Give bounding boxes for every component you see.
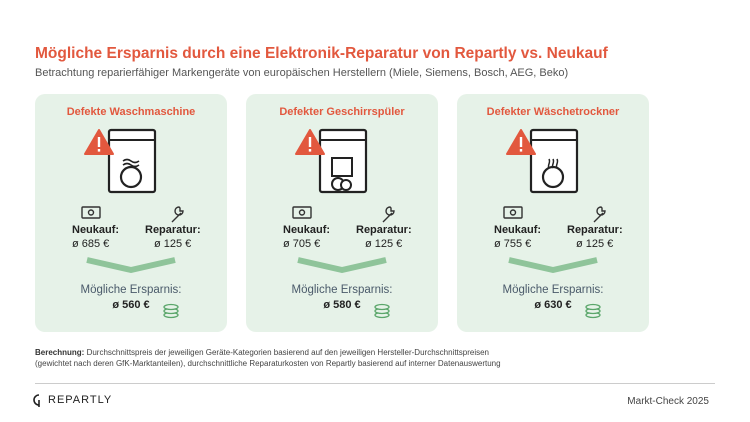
- savings-value: ø 580 €: [323, 299, 361, 311]
- footnote-label: Berechnung:: [35, 348, 85, 357]
- footnote-line: Durchschnittspreis der jeweiligen Geräte…: [86, 348, 490, 357]
- card: Defekte Waschmaschine Neukauf: ø 685 € Repa…: [35, 94, 227, 332]
- repair-label: Reparatur:: [356, 224, 412, 236]
- new-value: ø 705 €: [283, 238, 321, 250]
- savings-label: Mögliche Ersparnis:: [291, 284, 393, 296]
- card-title: Defekte Waschmaschine: [66, 106, 196, 118]
- icons: [292, 128, 395, 319]
- new-value: ø 685 €: [72, 238, 110, 250]
- brand: REPARTLY: [48, 394, 113, 406]
- savings-value: ø 630 €: [534, 299, 572, 311]
- icons: [503, 128, 606, 319]
- footnote: Berechnung: Durchschnittspreis der jewei…: [35, 347, 725, 369]
- icons: [81, 128, 184, 319]
- new-value: ø 755 €: [494, 238, 532, 250]
- new-label: Neukauf:: [494, 224, 542, 236]
- savings-value: ø 560 €: [112, 299, 150, 311]
- footer-note: Markt-Check 2025: [627, 396, 709, 407]
- savings-label: Mögliche Ersparnis:: [502, 284, 604, 296]
- repair-value: ø 125 €: [154, 238, 192, 250]
- card: Defekter Wäschetrockner Neukauf: ø 755 € Re…: [457, 94, 649, 332]
- new-label: Neukauf:: [283, 224, 331, 236]
- footnote-line: (gewichtet nach deren GfK-Marktanteilen)…: [35, 359, 501, 368]
- divider: [35, 383, 715, 384]
- repair-label: Reparatur:: [145, 224, 201, 236]
- subtitle: Betrachtung reparierfähiger Markengeräte…: [35, 67, 569, 79]
- repair-label: Reparatur:: [567, 224, 623, 236]
- savings-label: Mögliche Ersparnis:: [80, 284, 182, 296]
- card: Defekter Geschirrspüler Neukauf: ø 705 € Re…: [246, 94, 438, 332]
- new-label: Neukauf:: [72, 224, 120, 236]
- repair-value: ø 125 €: [576, 238, 614, 250]
- title: Mögliche Ersparnis durch eine Elektronik…: [35, 45, 608, 62]
- card-title: Defekter Wäschetrockner: [486, 106, 620, 118]
- repair-value: ø 125 €: [365, 238, 403, 250]
- card-title: Defekter Geschirrspüler: [279, 106, 405, 118]
- logo-icon: [33, 394, 40, 407]
